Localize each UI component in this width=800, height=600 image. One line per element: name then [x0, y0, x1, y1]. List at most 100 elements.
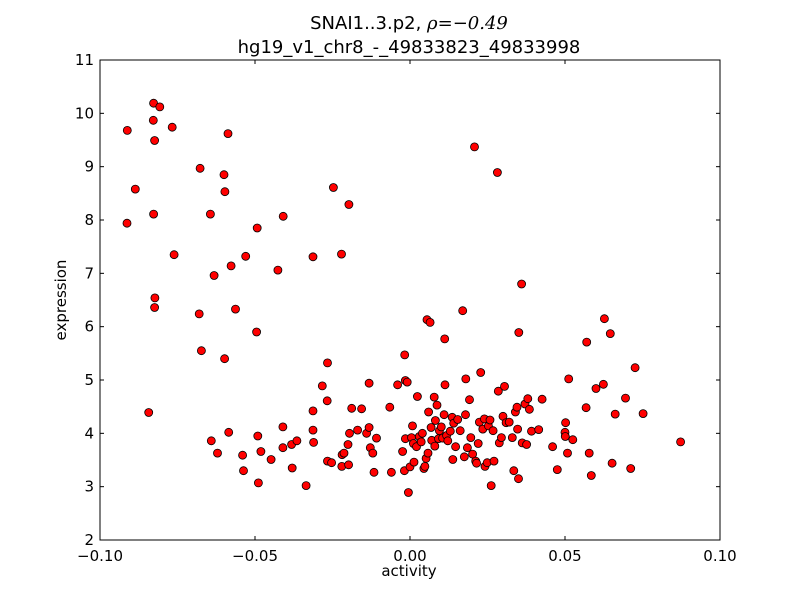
data-point: [522, 440, 531, 449]
data-point: [241, 251, 251, 261]
data-point: [473, 439, 483, 448]
data-point: [432, 400, 442, 410]
data-point: [439, 410, 449, 420]
data-point: [223, 129, 233, 139]
data-point: [149, 209, 159, 219]
data-points: [122, 98, 685, 497]
data-point: [676, 437, 685, 447]
y-tick-label: 8: [84, 211, 94, 229]
data-point: [196, 346, 206, 356]
data-point: [403, 488, 413, 497]
data-point: [194, 309, 204, 319]
data-point: [273, 265, 283, 275]
y-tick-label: 2: [84, 531, 94, 549]
data-point: [385, 402, 395, 412]
data-point: [621, 393, 630, 403]
data-point: [525, 404, 534, 414]
data-point: [466, 433, 476, 443]
data-point: [253, 478, 263, 488]
y-tick-label: 3: [84, 478, 94, 496]
x-tick-label: 0.00: [393, 547, 426, 565]
data-point: [448, 455, 458, 464]
data-point: [424, 407, 434, 417]
data-point: [345, 428, 354, 438]
data-point: [560, 432, 570, 441]
data-point: [195, 163, 205, 173]
data-point: [386, 467, 396, 477]
data-point: [416, 437, 426, 447]
data-point: [462, 443, 472, 453]
data-point: [278, 422, 288, 432]
data-point: [402, 377, 412, 387]
data-point: [253, 431, 263, 441]
data-point: [534, 425, 544, 435]
data-point: [150, 303, 160, 312]
data-point: [167, 122, 177, 132]
data-point: [430, 416, 440, 425]
data-point: [451, 442, 461, 452]
data-point: [423, 448, 433, 458]
y-tick-label: 4: [84, 424, 94, 442]
data-point: [150, 136, 160, 145]
data-point: [476, 368, 486, 377]
y-tick-label: 6: [84, 318, 94, 336]
data-point: [591, 384, 601, 393]
data-point: [328, 183, 338, 192]
data-point: [169, 250, 179, 260]
x-tick-label: −0.10: [77, 547, 123, 565]
data-point: [453, 415, 463, 424]
chart-title-line1: SNAI1..3.p2, ρ=−0.49: [310, 13, 508, 34]
data-point: [552, 465, 562, 475]
data-point: [638, 409, 648, 419]
data-point: [364, 423, 374, 432]
data-point: [337, 249, 346, 259]
data-point: [252, 223, 262, 233]
data-point: [231, 304, 240, 314]
data-point: [472, 458, 482, 468]
data-point: [309, 437, 319, 447]
rho-symbol: ρ: [426, 13, 438, 34]
data-point: [459, 452, 469, 462]
data-point: [278, 211, 288, 221]
data-point: [548, 442, 557, 452]
data-point: [292, 436, 302, 446]
data-point: [219, 170, 229, 180]
data-point: [122, 218, 132, 228]
data-point: [327, 458, 337, 468]
data-point: [514, 328, 524, 337]
data-point: [600, 314, 609, 324]
data-point: [581, 403, 591, 413]
data-point: [408, 421, 417, 431]
data-point: [630, 363, 640, 373]
data-point: [357, 404, 367, 414]
data-point: [584, 448, 594, 458]
data-point: [301, 481, 311, 491]
data-point: [514, 474, 523, 484]
data-point: [238, 450, 248, 460]
chart-title: SNAI1..3.p2, ρ=−0.49 hg19_v1_chr8_-_4983…: [238, 13, 581, 58]
data-point: [496, 433, 506, 443]
data-point: [493, 386, 503, 396]
data-point: [607, 458, 617, 468]
data-point: [252, 327, 262, 337]
data-point: [429, 392, 439, 402]
y-tick-label: 7: [84, 264, 94, 282]
data-point: [523, 394, 533, 404]
x-axis-label: activity: [381, 562, 436, 580]
data-point: [343, 440, 353, 449]
data-point: [213, 448, 222, 458]
data-point: [465, 395, 474, 405]
data-point: [517, 279, 526, 289]
data-point: [507, 433, 517, 443]
data-point: [440, 334, 450, 344]
data-point: [582, 337, 592, 347]
data-point: [564, 374, 574, 384]
data-point: [206, 436, 216, 446]
data-point: [509, 466, 519, 476]
axis-ticks: −0.10 −0.05 0.00 0.05 0.10 2 3 4 5 6 7 8 9 10 11: [75, 51, 737, 565]
data-point: [599, 379, 608, 389]
y-tick-label: 5: [84, 371, 94, 389]
data-point: [455, 426, 465, 436]
chart-title-prefix: SNAI1..3.p2,: [310, 13, 421, 34]
data-point: [150, 293, 160, 303]
